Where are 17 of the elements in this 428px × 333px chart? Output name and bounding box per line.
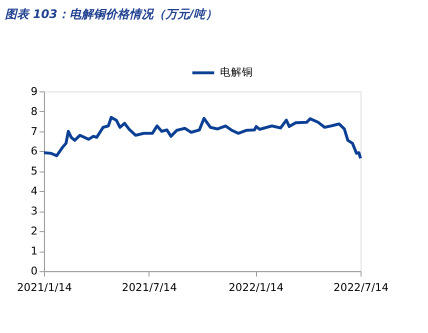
y-tick-label: 1 [30,244,38,258]
y-tick-label: 8 [30,104,38,118]
y-tick-label: 6 [30,144,38,158]
x-tick-label: 2022/1/14 [228,281,284,294]
y-tick-label: 7 [30,124,38,138]
y-tick-label: 9 [30,84,38,98]
x-tick-label: 2021/7/14 [122,281,178,294]
x-tick-label: 2022/7/14 [334,281,389,294]
y-tick-label: 4 [30,184,38,198]
y-tick-label: 3 [30,204,38,218]
y-tick-label: 5 [30,164,38,178]
y-tick-label: 2 [30,224,38,238]
x-tick-label: 2021/1/14 [16,281,72,294]
y-tick-label: 0 [30,264,38,278]
legend-label: 电解铜 [220,66,253,79]
chart-title: 图表 103：电解铜价格情况（万元/吨） [4,7,218,22]
line-series [42,116,362,160]
